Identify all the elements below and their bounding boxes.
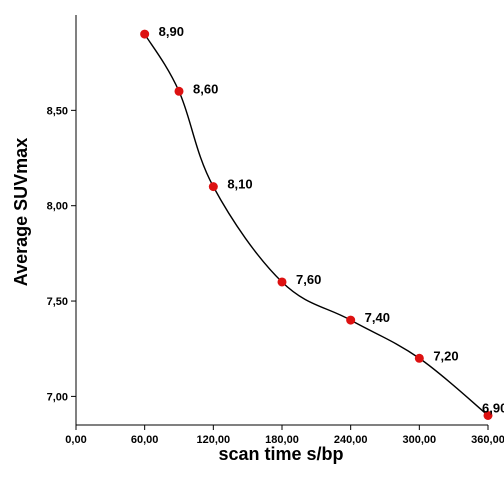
x-axis-title: scan time s/bp	[218, 444, 343, 464]
x-tick-label: 240,00	[334, 434, 368, 446]
data-label: 7,20	[433, 348, 458, 363]
x-tick-label: 180,00	[265, 434, 299, 446]
x-tick-label: 300,00	[403, 434, 437, 446]
data-point	[208, 182, 218, 192]
data-label: 8,60	[193, 81, 218, 96]
data-points	[140, 29, 493, 420]
x-tick-label: 360,00	[471, 434, 504, 446]
data-labels: 8,90 8,60 8,10 7,60 7,40 7,20 6,90	[159, 24, 504, 415]
data-label: 7,60	[296, 272, 321, 287]
x-tick-label: 120,00	[197, 434, 231, 446]
data-label: 6,90	[482, 400, 504, 415]
x-tick-label: 0,00	[65, 434, 86, 446]
axes	[71, 15, 489, 430]
data-label: 8,10	[227, 177, 252, 192]
data-label: 7,40	[365, 310, 390, 325]
data-point	[277, 277, 287, 287]
data-label: 8,90	[159, 24, 184, 39]
data-point	[174, 86, 184, 96]
data-point	[414, 353, 424, 363]
y-axis-title: Average SUVmax	[11, 138, 31, 286]
data-point	[140, 29, 150, 39]
x-tick-label: 60,00	[131, 434, 159, 446]
y-tick-label: 7,00	[47, 391, 68, 403]
y-tick-label: 8,50	[47, 105, 68, 117]
data-point	[346, 315, 356, 325]
y-tick-label: 7,50	[47, 296, 68, 308]
tick-labels: 0,00 60,00 120,00 180,00 240,00 300,00 360,00 7…	[47, 105, 504, 446]
y-tick-label: 8,00	[47, 201, 68, 213]
data-point	[483, 410, 493, 420]
